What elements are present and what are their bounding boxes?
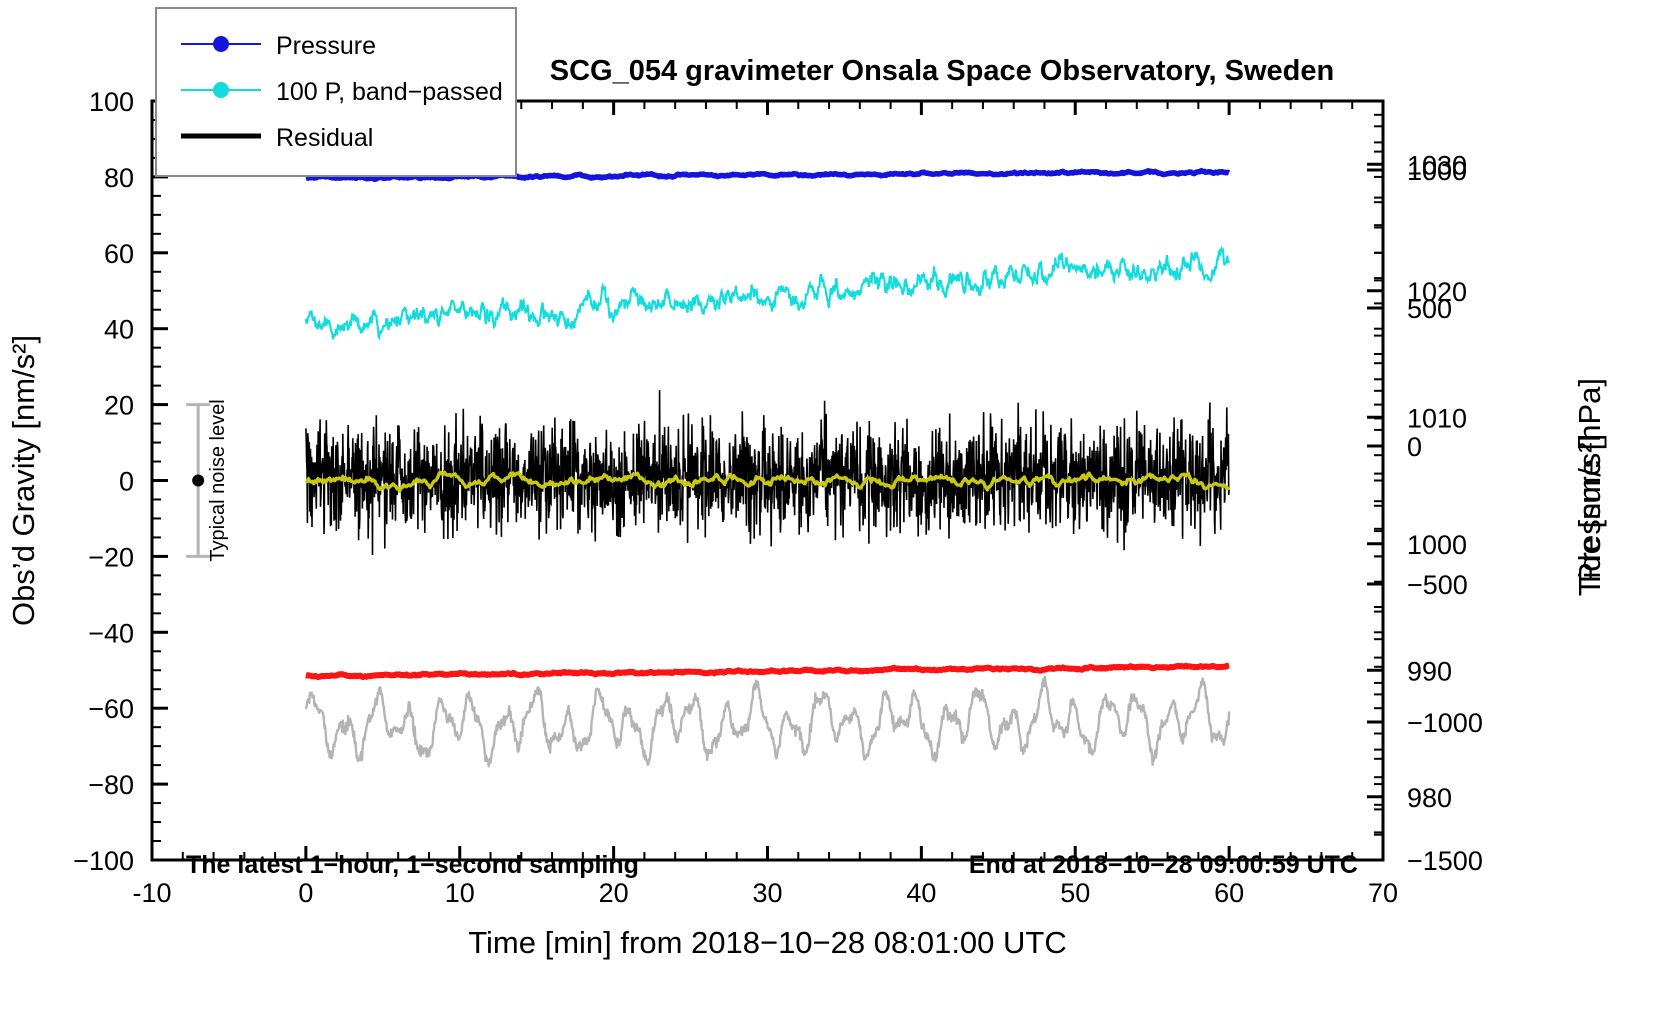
noise-bar-point — [192, 474, 205, 487]
y-tick-label: −20 — [88, 542, 134, 572]
pressure-tick-label: 990 — [1407, 656, 1452, 686]
tide-tick-label: −1500 — [1407, 846, 1483, 876]
x-tick-label: 40 — [906, 878, 936, 908]
tide-axis-title: Tide [nm/s²] — [1572, 434, 1607, 597]
series-gravity-raw — [304, 675, 1231, 768]
y-tick-label: 0 — [119, 467, 134, 497]
series-smoothed-residual — [304, 470, 1231, 493]
y-tick-label: 60 — [104, 239, 134, 269]
caption-right: End at 2018−10−28 09:00:59 UTC — [969, 851, 1358, 879]
pressure-tick-label: 1030 — [1407, 150, 1467, 180]
tide-tick-label: 0 — [1407, 432, 1422, 462]
pressure-tick-label: 980 — [1407, 783, 1452, 813]
y-tick-label: −100 — [73, 846, 134, 876]
legend-marker-0 — [213, 36, 229, 52]
y-tick-label: −40 — [88, 618, 134, 648]
y-tick-label: 40 — [104, 315, 134, 345]
pressure-tick-label: 1020 — [1407, 277, 1467, 307]
x-tick-label: -10 — [132, 878, 171, 908]
pressure-axis-title: Pressure [hPa] — [1572, 378, 1607, 583]
x-tick-label: 10 — [445, 878, 475, 908]
x-tick-label: 50 — [1060, 878, 1090, 908]
x-axis-title: Time [min] from 2018−10−28 08:01:00 UTC — [468, 925, 1067, 960]
y-tick-label: 100 — [89, 87, 134, 117]
tide-tick-label: 1000 — [1407, 156, 1467, 186]
noise-bar-label: Typical noise level — [207, 399, 229, 561]
chart-title: SCG_054 gravimeter Onsala Space Observat… — [550, 55, 1334, 87]
tide-tick-label: 500 — [1407, 294, 1452, 324]
series-residual — [305, 390, 1230, 556]
legend-label-1: 100 P, band−passed — [276, 78, 503, 106]
legend-label-2: Residual — [276, 124, 373, 152]
x-tick-label: 0 — [298, 878, 313, 908]
y-tick-label: −60 — [88, 694, 134, 724]
pressure-tick-label: 1000 — [1407, 530, 1467, 560]
legend-label-0: Pressure — [276, 32, 376, 60]
y-tick-label: −80 — [88, 770, 134, 800]
series-tide-model — [303, 662, 1232, 680]
caption-left: The latest 1−hour, 1−second sampling — [186, 851, 639, 879]
pressure-tick-label: 1010 — [1407, 403, 1467, 433]
x-tick-label: 20 — [599, 878, 629, 908]
y-tick-label: 80 — [104, 163, 134, 193]
x-tick-label: 70 — [1368, 878, 1398, 908]
x-tick-label: 60 — [1214, 878, 1244, 908]
y-axis-title: Obs’d Gravity [nm/s²] — [6, 335, 41, 626]
x-tick-label: 30 — [752, 878, 782, 908]
tide-tick-label: −500 — [1407, 570, 1468, 600]
series-bandpassed — [304, 245, 1231, 341]
y-tick-label: 20 — [104, 391, 134, 421]
tide-tick-label: −1000 — [1407, 708, 1483, 738]
legend-marker-1 — [213, 82, 229, 98]
